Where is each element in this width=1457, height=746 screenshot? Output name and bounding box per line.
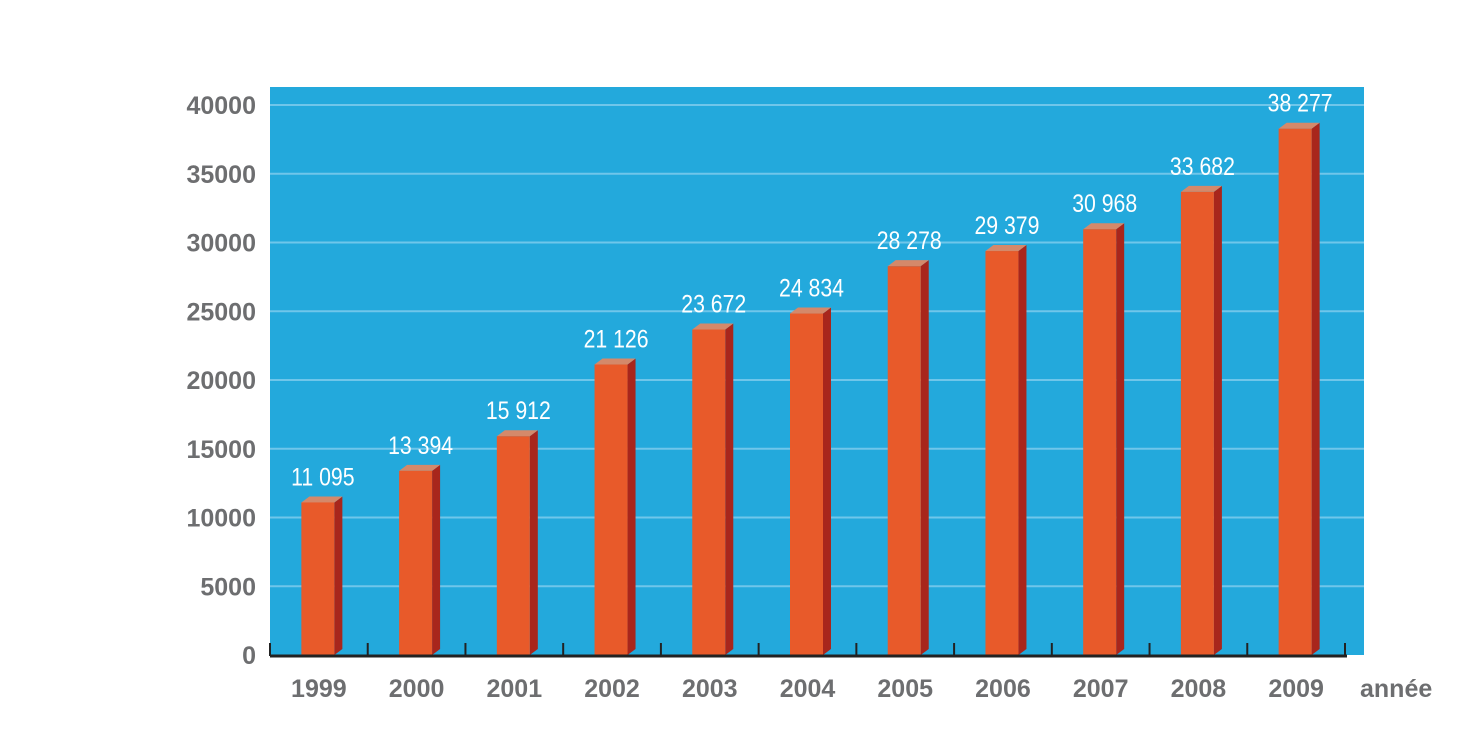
bar [887,266,921,655]
y-tick-label: 35000 [186,161,256,189]
x-tick-label: 2009 [1268,675,1324,703]
data-label: 33 682 [1170,152,1235,180]
bar-top [1180,185,1222,192]
y-tick-label: 20000 [186,367,256,395]
bar-side [920,260,929,655]
x-tick-label: 2003 [682,675,738,703]
bar-top [887,260,929,267]
bar-side [1213,185,1222,655]
bar-top [496,430,538,437]
bar-top [399,464,441,471]
data-label: 28 278 [877,227,942,255]
data-label: 15 912 [486,397,551,425]
data-label: 21 126 [584,325,649,353]
bar-top [790,307,831,314]
bar [594,364,628,655]
bar-top [985,245,1027,252]
bar-top [301,496,343,503]
data-label: 11 095 [291,463,354,491]
bar-side [1311,122,1320,655]
x-tick-label: 2007 [1073,675,1129,703]
data-label: 38 277 [1268,89,1333,117]
bar-top [1278,122,1320,129]
x-tick-label: 2008 [1171,675,1227,703]
y-tick-label: 30000 [186,230,256,258]
data-label: 13 394 [388,431,453,459]
y-tick-label: 5000 [200,573,256,601]
bar-top [692,323,734,330]
data-label: 29 379 [974,211,1039,239]
bar [399,470,433,655]
x-tick-label: 2006 [975,675,1031,703]
bar [692,329,726,655]
x-tick-label: 2000 [389,675,445,703]
x-axis-label: année [1360,675,1432,703]
bar-side [1116,223,1125,655]
y-tick-label: 10000 [186,505,256,533]
bar [1083,229,1117,655]
bar-side [725,323,734,655]
bar-top [1083,223,1125,230]
x-tick-label: 2002 [584,675,640,703]
y-tick-label: 40000 [186,92,256,120]
data-label: 23 672 [681,290,746,318]
data-label: 24 834 [779,274,844,302]
bar-side [334,496,343,655]
bar-side [823,307,831,655]
bar [985,251,1019,655]
bar-top [594,358,636,365]
x-tick-label: 2005 [877,675,933,703]
bar [1278,128,1312,655]
bar-side [432,464,441,655]
bar-side [1018,245,1027,655]
bar-side [627,358,636,655]
data-label: 30 968 [1072,190,1137,218]
bar [790,313,823,655]
x-tick-label: 1999 [291,675,347,703]
x-tick-label: 2004 [780,675,836,703]
y-tick-label: 15000 [186,436,256,464]
x-tick-label: 2001 [487,675,543,703]
bar-side [529,430,538,655]
bar [496,436,530,655]
y-tick-label: 25000 [186,298,256,326]
bar [1180,191,1214,655]
y-tick-label: 0 [242,642,256,670]
bar [301,502,335,655]
